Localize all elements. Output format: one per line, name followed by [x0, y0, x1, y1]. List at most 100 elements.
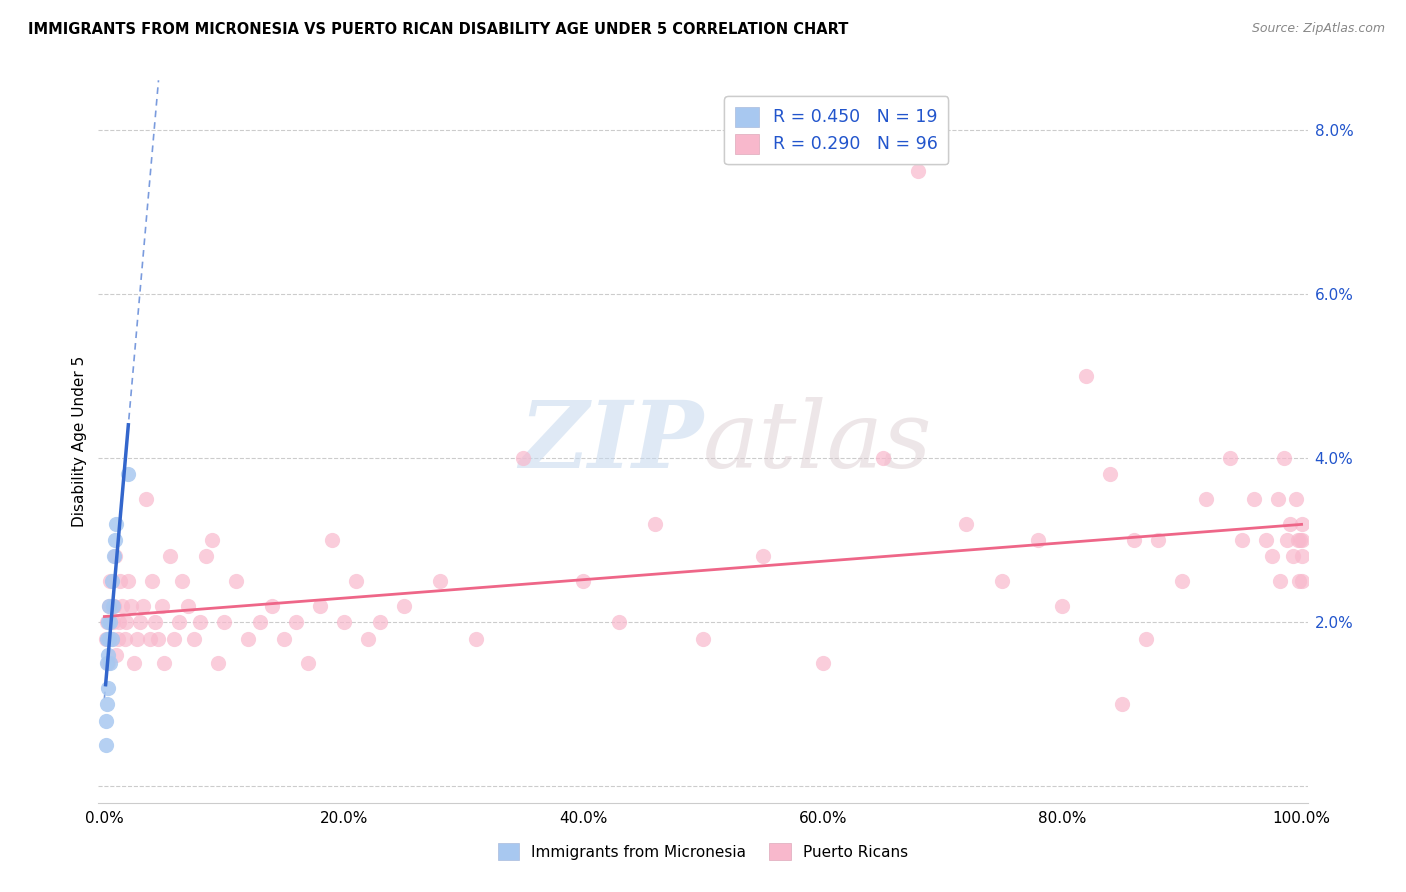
Point — [97, 657, 120, 671]
Point — [1254, 533, 1277, 547]
Point — [97, 648, 120, 662]
Point — [811, 657, 834, 671]
Point — [212, 615, 235, 630]
Point — [357, 632, 380, 646]
Point — [111, 599, 134, 613]
Point — [1291, 574, 1313, 588]
Y-axis label: Disability Age Under 5: Disability Age Under 5 — [72, 356, 87, 527]
Point — [94, 632, 117, 646]
Point — [114, 632, 136, 646]
Point — [100, 657, 122, 671]
Point — [103, 599, 125, 613]
Point — [159, 549, 181, 564]
Point — [97, 681, 120, 695]
Point — [249, 615, 271, 630]
Point — [148, 632, 170, 646]
Point — [260, 599, 283, 613]
Point — [607, 615, 630, 630]
Point — [143, 615, 166, 630]
Point — [1260, 549, 1282, 564]
Point — [512, 450, 534, 465]
Point — [1282, 549, 1305, 564]
Point — [1111, 698, 1133, 712]
Point — [183, 632, 205, 646]
Point — [1243, 491, 1265, 506]
Point — [1284, 491, 1306, 506]
Point — [195, 549, 218, 564]
Point — [201, 533, 224, 547]
Point — [1278, 516, 1301, 531]
Point — [107, 632, 129, 646]
Point — [117, 467, 139, 482]
Point — [129, 615, 152, 630]
Point — [125, 632, 148, 646]
Point — [872, 450, 894, 465]
Point — [236, 632, 259, 646]
Point — [105, 648, 128, 662]
Point — [1230, 533, 1253, 547]
Point — [107, 615, 129, 630]
Point — [297, 657, 319, 671]
Point — [135, 491, 157, 506]
Point — [1050, 599, 1073, 613]
Point — [172, 574, 194, 588]
Point — [96, 615, 118, 630]
Point — [96, 698, 118, 712]
Point — [94, 714, 117, 728]
Point — [100, 632, 122, 646]
Point — [1291, 516, 1313, 531]
Point — [464, 632, 486, 646]
Point — [1291, 549, 1313, 564]
Point — [429, 574, 451, 588]
Point — [101, 615, 124, 630]
Point — [1277, 533, 1299, 547]
Point — [139, 632, 162, 646]
Point — [1268, 574, 1291, 588]
Point — [333, 615, 356, 630]
Point — [163, 632, 186, 646]
Point — [100, 615, 122, 630]
Point — [321, 533, 343, 547]
Point — [955, 516, 977, 531]
Text: Source: ZipAtlas.com: Source: ZipAtlas.com — [1251, 22, 1385, 36]
Point — [1267, 491, 1289, 506]
Point — [188, 615, 211, 630]
Point — [103, 549, 125, 564]
Point — [752, 549, 775, 564]
Point — [572, 574, 595, 588]
Point — [344, 574, 367, 588]
Point — [284, 615, 307, 630]
Point — [132, 599, 155, 613]
Point — [1272, 450, 1295, 465]
Point — [368, 615, 391, 630]
Point — [104, 549, 127, 564]
Point — [97, 615, 120, 630]
Text: ZIP: ZIP — [519, 397, 703, 486]
Point — [1147, 533, 1170, 547]
Point — [96, 657, 118, 671]
Point — [1291, 533, 1313, 547]
Point — [1289, 533, 1312, 547]
Point — [1123, 533, 1146, 547]
Point — [392, 599, 415, 613]
Point — [120, 599, 142, 613]
Point — [115, 615, 138, 630]
Legend: Immigrants from Micronesia, Puerto Ricans: Immigrants from Micronesia, Puerto Rican… — [492, 837, 914, 866]
Point — [1219, 450, 1241, 465]
Point — [177, 599, 200, 613]
Point — [153, 657, 176, 671]
Point — [1074, 368, 1097, 383]
Point — [117, 574, 139, 588]
Point — [1026, 533, 1049, 547]
Point — [100, 632, 122, 646]
Point — [225, 574, 247, 588]
Point — [309, 599, 332, 613]
Point — [98, 632, 121, 646]
Point — [167, 615, 190, 630]
Point — [644, 516, 666, 531]
Point — [1135, 632, 1157, 646]
Point — [907, 163, 929, 178]
Point — [141, 574, 163, 588]
Point — [124, 657, 146, 671]
Point — [98, 599, 121, 613]
